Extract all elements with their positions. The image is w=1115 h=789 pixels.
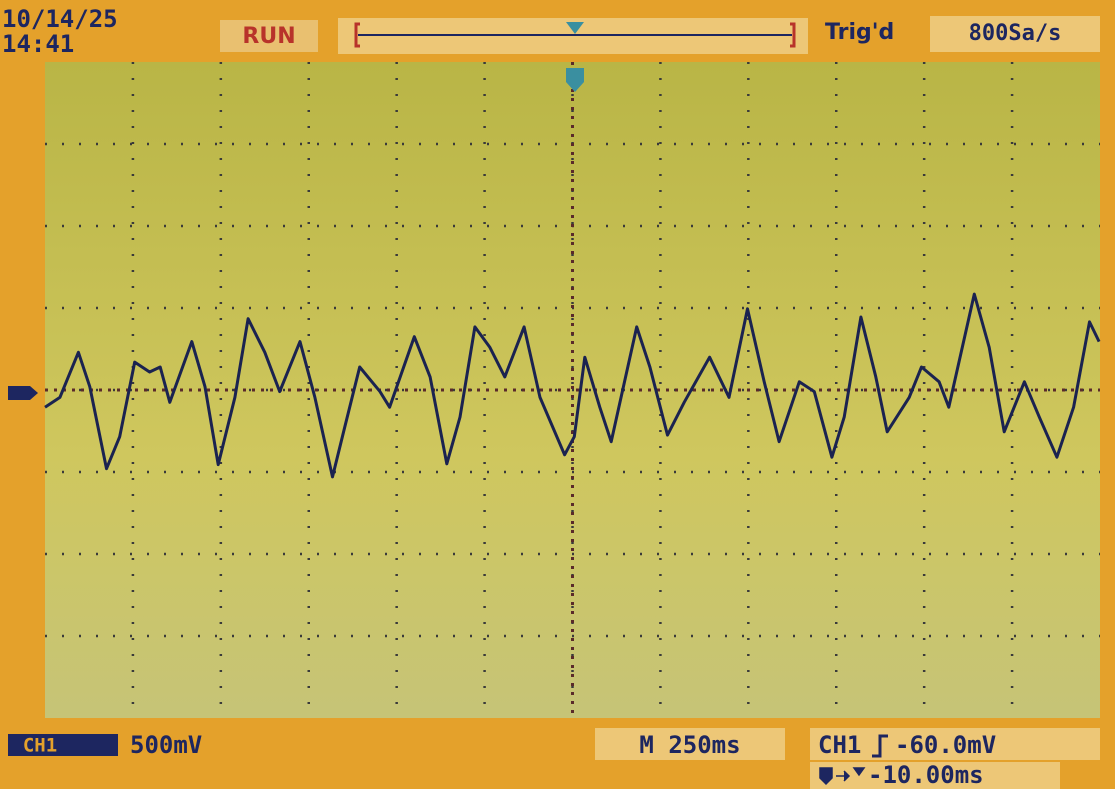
timebase: M 250ms [639,731,740,759]
date: 10/14/25 [2,5,118,33]
memory-trigger-marker [566,22,584,34]
trigger-status: Trig'd [825,20,894,45]
sample-rate-box [930,16,1100,52]
volts-per-div: 500mV [130,731,202,759]
trigger-delay: -10.00ms [868,761,984,789]
memory-bar-brackets [354,22,796,48]
run-status: RUN [242,24,295,49]
channel-badge [8,734,118,756]
time: 14:41 [2,30,74,58]
trigger-level: -60.0mV [895,731,996,759]
timebase-box [595,728,785,760]
delay-icon [819,767,866,786]
edge-icon [872,734,888,758]
grid [45,62,1100,718]
delay-box [810,762,1060,789]
waveform-trace [44,292,1101,479]
run-box [220,20,318,52]
channel: CH1 [23,735,57,757]
sample-rate: 800Sa/s [969,21,1062,46]
ground-marker [8,386,38,400]
trigger-source: CH1 [818,731,861,759]
trigger-box [810,728,1100,760]
trigger-position-marker [566,68,584,92]
